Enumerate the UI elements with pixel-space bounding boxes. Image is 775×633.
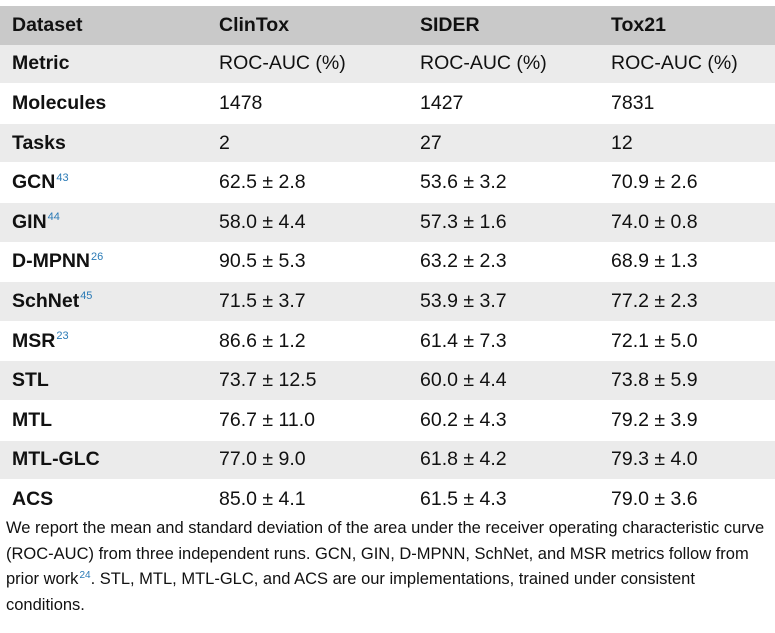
row-label-text: Molecules	[12, 91, 107, 114]
row-label-text: D-MPNN	[12, 250, 90, 273]
table-cell: 27	[420, 131, 442, 154]
table-cell: 76.7 ± 11.0	[219, 408, 315, 431]
table-cell: 85.0 ± 4.1	[219, 487, 306, 510]
results-table: Dataset ClinTox SIDER Tox21 Metric ROC-AU…	[0, 6, 775, 520]
row-label: MTL-GLC	[0, 440, 207, 480]
table-body: Metric ROC-AUC (%) ROC-AUC (%) ROC-AUC (%) M…	[0, 44, 775, 520]
table-cell: 73.8 ± 5.9	[611, 369, 698, 392]
row-label: GIN44	[0, 202, 207, 242]
row-label: Molecules	[0, 84, 207, 124]
row-label-text: Metric	[12, 52, 70, 75]
table-cell: 2	[219, 131, 230, 154]
row-label-text: Tasks	[12, 131, 66, 154]
table-header-row: Dataset ClinTox SIDER Tox21	[0, 6, 775, 45]
table-cell: 1478	[219, 91, 263, 114]
footnote-reference-link[interactable]: 24	[79, 569, 91, 581]
table-cell: 60.0 ± 4.4	[420, 369, 507, 392]
row-label: STL	[0, 361, 207, 401]
table-cell: ROC-AUC (%)	[219, 52, 346, 75]
table-cell: 57.3 ± 1.6	[420, 210, 507, 233]
table-cell: 79.0 ± 3.6	[611, 487, 698, 510]
table-row: Molecules 1478 1427 7831	[0, 83, 775, 124]
row-label: ACS	[0, 480, 207, 520]
reference-link[interactable]: 26	[91, 250, 104, 263]
table-cell: 61.4 ± 7.3	[420, 329, 507, 352]
table-cell: 53.6 ± 3.2	[420, 171, 507, 194]
row-label-text: ACS	[12, 487, 54, 510]
table-cell: ROC-AUC (%)	[611, 52, 738, 75]
table-row: SchNet45 71.5 ± 3.7 53.9 ± 3.7 77.2 ± 2.3	[0, 281, 775, 322]
row-label-text: SchNet	[12, 289, 80, 312]
table-cell: 53.9 ± 3.7	[420, 289, 507, 312]
table-row: GCN43 62.5 ± 2.8 53.6 ± 3.2 70.9 ± 2.6	[0, 162, 775, 203]
table-cell: ROC-AUC (%)	[420, 52, 547, 75]
table-cell: 70.9 ± 2.6	[611, 171, 698, 194]
row-label-text: STL	[12, 369, 49, 392]
footnote-text-part-1: We report the mean and standard deviatio…	[6, 519, 765, 589]
table-cell: 79.3 ± 4.0	[611, 448, 698, 471]
table-cell: 86.6 ± 1.2	[219, 329, 306, 352]
table-cell: 7831	[611, 91, 655, 114]
table-cell: 73.7 ± 12.5	[219, 369, 317, 392]
table-row: D-MPNN26 90.5 ± 5.3 63.2 ± 2.3 68.9 ± 1.3	[0, 242, 775, 282]
table-row: STL 73.7 ± 12.5 60.0 ± 4.4 73.8 ± 5.9	[0, 360, 775, 401]
table-row: MTL 76.7 ± 11.0 60.2 ± 4.3 79.2 ± 3.9	[0, 400, 775, 441]
table-cell: 90.5 ± 5.3	[219, 250, 306, 273]
row-label: Metric	[0, 45, 207, 84]
table-footnote: We report the mean and standard deviatio…	[6, 516, 771, 618]
reference-link[interactable]: 23	[56, 330, 69, 343]
table-cell: 61.8 ± 4.2	[420, 448, 507, 471]
column-header-dataset: Dataset	[12, 13, 83, 36]
row-label: MTL	[0, 400, 207, 440]
table-cell: 12	[611, 131, 633, 154]
row-label-text: GIN	[12, 210, 47, 233]
reference-link[interactable]: 43	[56, 171, 69, 184]
column-header-sider: SIDER	[420, 13, 480, 36]
row-label-text: GCN	[12, 171, 56, 194]
row-label: Tasks	[0, 123, 207, 163]
table-cell: 77.0 ± 9.0	[219, 448, 306, 471]
row-label: MSR23	[0, 321, 207, 361]
row-label-text: MTL-GLC	[12, 448, 100, 471]
table-cell: 79.2 ± 3.9	[611, 408, 698, 431]
table-row: ACS 85.0 ± 4.1 61.5 ± 4.3 79.0 ± 3.6	[0, 479, 775, 520]
table-cell: 72.1 ± 5.0	[611, 329, 698, 352]
table-cell: 74.0 ± 0.8	[611, 210, 698, 233]
reference-link[interactable]: 44	[47, 211, 60, 224]
table-cell: 63.2 ± 2.3	[420, 250, 507, 273]
row-label: GCN43	[0, 163, 207, 203]
row-label: D-MPNN26	[0, 242, 207, 282]
row-label: SchNet45	[0, 282, 207, 322]
table-row: GIN44 58.0 ± 4.4 57.3 ± 1.6 74.0 ± 0.8	[0, 202, 775, 243]
table-row: MTL-GLC 77.0 ± 9.0 61.8 ± 4.2 79.3 ± 4.0	[0, 440, 775, 480]
table-row: Metric ROC-AUC (%) ROC-AUC (%) ROC-AUC (%)	[0, 44, 775, 84]
row-label-text: MTL	[12, 408, 53, 431]
table-cell: 77.2 ± 2.3	[611, 289, 698, 312]
table-cell: 62.5 ± 2.8	[219, 171, 306, 194]
footnote-text-part-2: . STL, MTL, MTL-GLC, and ACS are our imp…	[6, 570, 695, 614]
table-cell: 60.2 ± 4.3	[420, 408, 507, 431]
column-header-tox21: Tox21	[611, 13, 666, 36]
table-cell: 61.5 ± 4.3	[420, 487, 507, 510]
row-label-text: MSR	[12, 329, 56, 352]
column-header-clintox: ClinTox	[219, 13, 290, 36]
table-row: Tasks 2 27 12	[0, 123, 775, 163]
table-cell: 71.5 ± 3.7	[219, 289, 306, 312]
table-cell: 58.0 ± 4.4	[219, 210, 306, 233]
table-cell: 68.9 ± 1.3	[611, 250, 698, 273]
reference-link[interactable]: 45	[80, 290, 93, 303]
table-cell: 1427	[420, 91, 464, 114]
table-row: MSR23 86.6 ± 1.2 61.4 ± 7.3 72.1 ± 5.0	[0, 321, 775, 361]
